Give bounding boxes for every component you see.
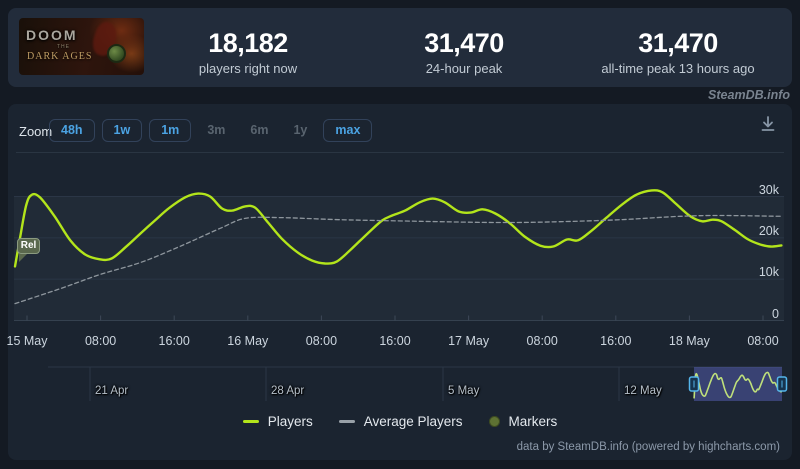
chart-panel: Zoom 48h 1w 1m 3m 6m 1y max 0 10k 20k 30k 15 May 0…: [7, 104, 792, 460]
stat-value: 31,470: [638, 28, 718, 58]
x-axis-label: 16 May: [227, 334, 269, 348]
release-flag[interactable]: Rel: [17, 238, 40, 262]
zoom-range-toolbar: 48h 1w 1m 3m 6m 1y max: [49, 119, 373, 142]
steamdb-watermark: SteamDB.info: [708, 88, 790, 102]
navigator-mini-line: [693, 371, 783, 399]
navigator-label: 21 Apr: [95, 385, 129, 397]
zoom-button-3m: 3m: [207, 123, 226, 137]
stat-label: 24-hour peak: [425, 61, 503, 76]
toolbar-divider: [16, 152, 784, 153]
plot-background-band: [14, 196, 784, 321]
y-axis-label-10k: 10k: [758, 265, 779, 280]
stat-current-players: 18,182 players right now: [164, 28, 332, 76]
y-axis-label-30k: 30k: [758, 182, 779, 197]
x-axis-label: 15 May: [6, 334, 48, 348]
legend-item-label: Markers: [508, 414, 558, 429]
zoom-label: Zoom: [19, 124, 53, 139]
zoom-button-max[interactable]: max: [323, 119, 373, 142]
game-capsule-image[interactable]: DOOM THE DARK AGES: [19, 18, 144, 75]
header-stats-panel: DOOM THE DARK AGES 18,182 players right …: [8, 8, 792, 87]
navigator-label: 28 Apr: [271, 385, 305, 397]
x-axis-label: 18 May: [668, 334, 710, 348]
x-axis-label: 08:00: [747, 334, 779, 348]
stat-label: all-time peak 13 hours ago: [601, 61, 755, 76]
legend-item-players[interactable]: Players: [242, 414, 313, 429]
legend-item-average-players[interactable]: Average Players: [338, 414, 463, 429]
x-axis-label: 08:00: [84, 334, 117, 348]
x-axis-label: 16:00: [158, 334, 190, 348]
legend-item-label: Average Players: [363, 414, 463, 429]
capsule-title-doom: DOOM: [26, 27, 78, 43]
x-axis-label: 16:00: [379, 334, 411, 348]
y-axis-label-0: 0: [772, 306, 779, 321]
legend-item-markers[interactable]: Markers: [488, 414, 558, 429]
x-axis-label: 08:00: [305, 334, 338, 348]
legend-item-label: Players: [267, 414, 313, 429]
download-icon[interactable]: [757, 113, 779, 135]
stat-alltime-peak: 31,470 all-time peak 13 hours ago: [564, 28, 792, 76]
navigator-label: 5 May: [448, 385, 480, 397]
capsule-art-shield: [107, 44, 126, 63]
stat-value: 18,182: [208, 28, 288, 58]
capsule-title-the: THE: [57, 44, 70, 50]
x-axis-label: 16:00: [600, 334, 632, 348]
navigator-label: 12 May: [624, 385, 662, 397]
y-axis-label-20k: 20k: [758, 223, 779, 238]
capsule-title-dark-ages: DARK AGES: [27, 51, 93, 62]
legend-swatch: [242, 420, 259, 423]
x-axis-label: 17 May: [448, 334, 490, 348]
zoom-button-1w[interactable]: 1w: [101, 119, 143, 142]
stat-label: players right now: [198, 61, 298, 76]
legend-swatch: [488, 416, 500, 427]
x-axis-label: 08:00: [526, 334, 558, 348]
zoom-button-1m[interactable]: 1m: [149, 119, 192, 142]
players-chart: [13, 189, 788, 401]
stat-value: 31,470: [424, 28, 504, 58]
zoom-button-6m: 6m: [250, 123, 269, 137]
highcharts-credits: data by SteamDB.info (powered by highcha…: [516, 441, 780, 453]
zoom-button-48h[interactable]: 48h: [49, 119, 95, 142]
navigator-selected-range[interactable]: [694, 367, 782, 401]
chart-legend: Players Average Players Markers: [8, 414, 792, 429]
average-players-line: [14, 214, 783, 305]
stat-24h-peak: 31,470 24-hour peak: [380, 28, 548, 76]
players-line: [13, 189, 783, 268]
legend-swatch: [338, 420, 355, 423]
zoom-button-1y: 1y: [293, 123, 308, 137]
